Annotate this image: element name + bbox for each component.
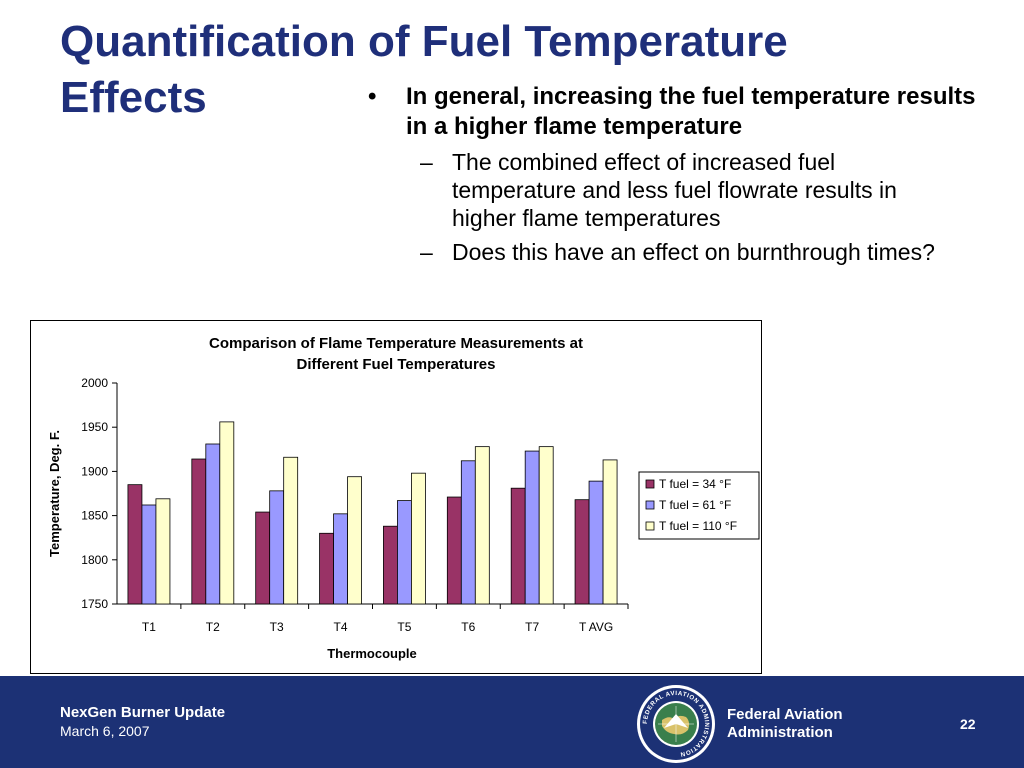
y-tick-label: 1900 [81,464,108,478]
slide-title: Quantification of Fuel Temperature Effec… [60,17,788,122]
legend-swatch [645,500,655,510]
bar-t2-series-1 [191,458,207,605]
x-tick-label: T5 [397,620,411,634]
chart-legend [638,471,760,540]
bar-t6-series-3 [474,446,490,605]
bar-t2-series-3 [219,421,235,605]
bullet-list: • In general, increasing the fuel temper… [368,82,988,272]
footer-left: NexGen Burner Update March 6, 2007 [60,704,225,739]
y-tick-label: 1750 [81,597,108,611]
bar-t1-series-2 [141,504,157,605]
legend-label: T fuel = 61 °F [659,498,731,512]
y-axis-title: Temperature, Deg. F. [47,430,62,557]
bar-t7-series-2 [524,450,540,605]
footer-project-name: NexGen Burner Update [60,704,226,721]
bar-t3-series-2 [269,490,285,605]
footer-bar: NexGen Burner Update March 6, 2007 FEDER… [0,676,1024,768]
sub-bullet-dash: – [420,239,433,265]
chart-title-line: Comparison of Flame Temperature Measurem… [209,335,583,352]
bar-t5-series-1 [383,525,398,605]
bar-t6-series-2 [460,460,476,605]
bar-t5-series-2 [397,500,412,605]
faa-seal-logo: FEDERAL AVIATION ADMINISTRATION [637,685,715,763]
y-tick-label: 1950 [81,420,108,434]
bar-t-avg-series-3 [602,459,618,605]
x-tick-label: T3 [270,620,284,634]
y-tick-label: 2000 [81,376,108,390]
legend-swatch [645,521,655,531]
bar-t4-series-1 [319,532,334,605]
bar-t-avg-series-2 [588,480,604,605]
x-tick-label: T1 [142,620,156,634]
sub-bullet-1-text: The combined effect of increased fuel te… [452,149,897,231]
y-tick-label: 1850 [81,509,108,523]
bullet-main: • In general, increasing the fuel temper… [368,82,988,142]
bar-t5-series-3 [411,472,426,605]
chart-container: Comparison of Flame Temperature Measurem… [30,320,762,674]
sub-bullet-dash: – [420,149,433,175]
bar-t4-series-2 [333,513,348,605]
x-tick-label: T4 [334,620,348,634]
page-number: 22 [960,716,976,732]
bar-t4-series-3 [347,476,362,605]
sub-bullet-2: – Does this have an effect on burnthroug… [420,238,952,266]
x-tick-label: T7 [525,620,539,634]
x-axis-title: Thermocouple [327,646,417,661]
x-tick-label: T AVG [579,620,613,634]
bar-t2-series-2 [205,443,221,605]
legend-label: T fuel = 34 °F [659,477,731,491]
chart-title-line: Different Fuel Temperatures [297,356,496,373]
footer-date: March 6, 2007 [60,723,150,739]
footer-org-line2: Administration [727,724,833,741]
bar-t1-series-3 [155,498,171,605]
bar-t3-series-3 [283,456,299,605]
x-tick-label: T6 [461,620,475,634]
bar-t7-series-3 [538,446,554,605]
legend-swatch [645,479,655,489]
bar-chart: Comparison of Flame Temperature Measurem… [47,335,760,661]
footer-org: Federal Aviation Administration [727,706,887,742]
bar-t-avg-series-1 [574,499,590,605]
legend-label: T fuel = 110 °F [659,519,737,533]
y-tick-label: 1800 [81,553,108,567]
bullet-dot: • [368,83,377,110]
sub-bullet-1: – The combined effect of increased fuel … [420,148,952,232]
bar-t1-series-1 [127,484,143,605]
sub-bullet-2-text: Does this have an effect on burnthrough … [452,239,935,265]
bar-t6-series-1 [446,496,462,605]
bar-t3-series-1 [255,511,271,605]
sub-bullet-list: – The combined effect of increased fuel … [368,148,988,266]
bar-t7-series-1 [510,487,526,605]
x-tick-label: T2 [206,620,220,634]
bullet-main-text: In general, increasing the fuel temperat… [406,83,976,140]
footer-org-line1: Federal Aviation [727,706,843,723]
